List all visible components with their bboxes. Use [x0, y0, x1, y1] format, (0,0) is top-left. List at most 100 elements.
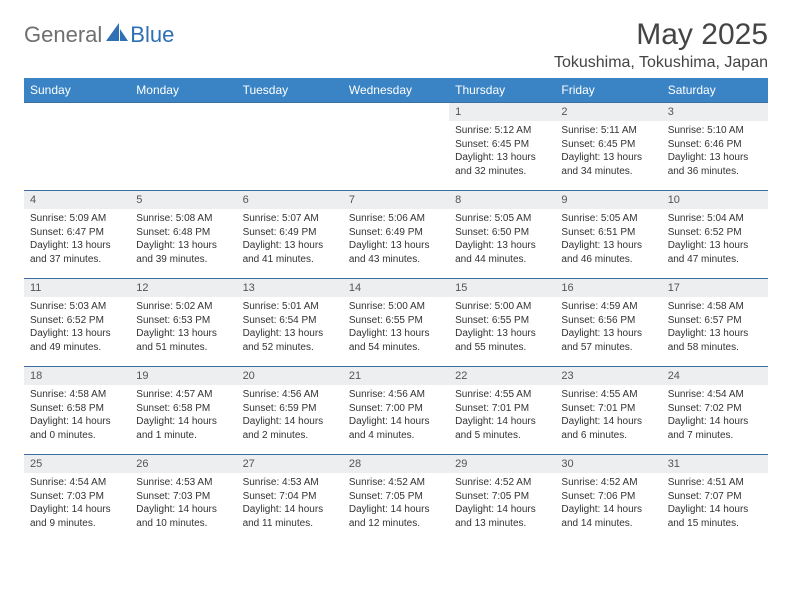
- daylight-text: Daylight: 13 hours: [668, 239, 762, 253]
- logo-text-general: General: [24, 22, 102, 48]
- day-detail: Sunrise: 5:02 AMSunset: 6:53 PMDaylight:…: [130, 297, 236, 360]
- sunset-text: Sunset: 6:56 PM: [561, 314, 655, 328]
- sunset-text: Sunset: 6:55 PM: [455, 314, 549, 328]
- sunset-text: Sunset: 6:49 PM: [243, 226, 337, 240]
- sunrise-text: Sunrise: 5:05 AM: [561, 212, 655, 226]
- logo-sail-icon: [106, 23, 128, 48]
- daylight-text-2: and 58 minutes.: [668, 341, 762, 355]
- day-number: 10: [662, 191, 768, 209]
- sunset-text: Sunset: 7:01 PM: [561, 402, 655, 416]
- calendar-cell: 23Sunrise: 4:55 AMSunset: 7:01 PMDayligh…: [555, 367, 661, 455]
- sunrise-text: Sunrise: 4:56 AM: [349, 388, 443, 402]
- daylight-text: Daylight: 14 hours: [349, 503, 443, 517]
- calendar-cell: 24Sunrise: 4:54 AMSunset: 7:02 PMDayligh…: [662, 367, 768, 455]
- day-number: 26: [130, 455, 236, 473]
- daylight-text-2: and 57 minutes.: [561, 341, 655, 355]
- sunrise-text: Sunrise: 4:59 AM: [561, 300, 655, 314]
- sunset-text: Sunset: 7:05 PM: [455, 490, 549, 504]
- day-number: 16: [555, 279, 661, 297]
- day-detail: Sunrise: 4:56 AMSunset: 6:59 PMDaylight:…: [237, 385, 343, 448]
- daylight-text: Daylight: 14 hours: [136, 503, 230, 517]
- calendar-cell: 26Sunrise: 4:53 AMSunset: 7:03 PMDayligh…: [130, 455, 236, 543]
- daylight-text-2: and 39 minutes.: [136, 253, 230, 267]
- sunrise-text: Sunrise: 5:03 AM: [30, 300, 124, 314]
- daylight-text-2: and 32 minutes.: [455, 165, 549, 179]
- calendar-cell: 2Sunrise: 5:11 AMSunset: 6:45 PMDaylight…: [555, 103, 661, 191]
- calendar-table: Sunday Monday Tuesday Wednesday Thursday…: [24, 78, 768, 543]
- sunset-text: Sunset: 6:54 PM: [243, 314, 337, 328]
- daylight-text: Daylight: 14 hours: [455, 503, 549, 517]
- sunrise-text: Sunrise: 4:58 AM: [30, 388, 124, 402]
- sunset-text: Sunset: 7:01 PM: [455, 402, 549, 416]
- daylight-text-2: and 7 minutes.: [668, 429, 762, 443]
- sunset-text: Sunset: 7:03 PM: [136, 490, 230, 504]
- day-detail: Sunrise: 5:00 AMSunset: 6:55 PMDaylight:…: [449, 297, 555, 360]
- calendar-row: 11Sunrise: 5:03 AMSunset: 6:52 PMDayligh…: [24, 279, 768, 367]
- sunset-text: Sunset: 7:02 PM: [668, 402, 762, 416]
- day-detail: Sunrise: 5:05 AMSunset: 6:50 PMDaylight:…: [449, 209, 555, 272]
- calendar-cell: 8Sunrise: 5:05 AMSunset: 6:50 PMDaylight…: [449, 191, 555, 279]
- sunset-text: Sunset: 6:58 PM: [30, 402, 124, 416]
- daylight-text-2: and 2 minutes.: [243, 429, 337, 443]
- calendar-cell: 31Sunrise: 4:51 AMSunset: 7:07 PMDayligh…: [662, 455, 768, 543]
- daylight-text-2: and 51 minutes.: [136, 341, 230, 355]
- day-detail: Sunrise: 4:57 AMSunset: 6:58 PMDaylight:…: [130, 385, 236, 448]
- day-detail: Sunrise: 4:52 AMSunset: 7:05 PMDaylight:…: [449, 473, 555, 536]
- day-detail: Sunrise: 5:01 AMSunset: 6:54 PMDaylight:…: [237, 297, 343, 360]
- calendar-row: 18Sunrise: 4:58 AMSunset: 6:58 PMDayligh…: [24, 367, 768, 455]
- day-number: 31: [662, 455, 768, 473]
- sunset-text: Sunset: 6:45 PM: [561, 138, 655, 152]
- day-detail: Sunrise: 4:58 AMSunset: 6:57 PMDaylight:…: [662, 297, 768, 360]
- sunset-text: Sunset: 6:55 PM: [349, 314, 443, 328]
- day-detail: Sunrise: 4:55 AMSunset: 7:01 PMDaylight:…: [449, 385, 555, 448]
- daylight-text-2: and 15 minutes.: [668, 517, 762, 531]
- sunset-text: Sunset: 6:49 PM: [349, 226, 443, 240]
- daylight-text-2: and 46 minutes.: [561, 253, 655, 267]
- daylight-text-2: and 43 minutes.: [349, 253, 443, 267]
- daylight-text: Daylight: 13 hours: [136, 327, 230, 341]
- sunrise-text: Sunrise: 5:06 AM: [349, 212, 443, 226]
- sunrise-text: Sunrise: 5:12 AM: [455, 124, 549, 138]
- daylight-text: Daylight: 13 hours: [136, 239, 230, 253]
- daylight-text: Daylight: 13 hours: [243, 239, 337, 253]
- title-block: May 2025 Tokushima, Tokushima, Japan: [554, 18, 768, 72]
- daylight-text: Daylight: 13 hours: [455, 327, 549, 341]
- day-detail: Sunrise: 4:59 AMSunset: 6:56 PMDaylight:…: [555, 297, 661, 360]
- calendar-cell: 22Sunrise: 4:55 AMSunset: 7:01 PMDayligh…: [449, 367, 555, 455]
- daylight-text: Daylight: 13 hours: [561, 151, 655, 165]
- sunrise-text: Sunrise: 5:10 AM: [668, 124, 762, 138]
- calendar-cell: 28Sunrise: 4:52 AMSunset: 7:05 PMDayligh…: [343, 455, 449, 543]
- sunset-text: Sunset: 7:00 PM: [349, 402, 443, 416]
- day-header: Monday: [130, 78, 236, 103]
- day-detail: Sunrise: 4:53 AMSunset: 7:03 PMDaylight:…: [130, 473, 236, 536]
- daylight-text: Daylight: 14 hours: [668, 415, 762, 429]
- daylight-text-2: and 5 minutes.: [455, 429, 549, 443]
- day-detail: Sunrise: 5:05 AMSunset: 6:51 PMDaylight:…: [555, 209, 661, 272]
- sunset-text: Sunset: 6:58 PM: [136, 402, 230, 416]
- day-number: 14: [343, 279, 449, 297]
- daylight-text: Daylight: 13 hours: [30, 327, 124, 341]
- calendar-cell: 25Sunrise: 4:54 AMSunset: 7:03 PMDayligh…: [24, 455, 130, 543]
- daylight-text-2: and 55 minutes.: [455, 341, 549, 355]
- day-number: 27: [237, 455, 343, 473]
- daylight-text-2: and 37 minutes.: [30, 253, 124, 267]
- sunset-text: Sunset: 6:46 PM: [668, 138, 762, 152]
- day-detail: Sunrise: 5:06 AMSunset: 6:49 PMDaylight:…: [343, 209, 449, 272]
- day-header: Sunday: [24, 78, 130, 103]
- sunrise-text: Sunrise: 5:04 AM: [668, 212, 762, 226]
- calendar-cell: 29Sunrise: 4:52 AMSunset: 7:05 PMDayligh…: [449, 455, 555, 543]
- day-header: Friday: [555, 78, 661, 103]
- day-number: 18: [24, 367, 130, 385]
- day-number: 24: [662, 367, 768, 385]
- sunrise-text: Sunrise: 5:09 AM: [30, 212, 124, 226]
- sunset-text: Sunset: 6:52 PM: [30, 314, 124, 328]
- day-number: 7: [343, 191, 449, 209]
- day-number: 13: [237, 279, 343, 297]
- day-detail: Sunrise: 4:54 AMSunset: 7:02 PMDaylight:…: [662, 385, 768, 448]
- daylight-text-2: and 36 minutes.: [668, 165, 762, 179]
- daylight-text-2: and 0 minutes.: [30, 429, 124, 443]
- day-detail: Sunrise: 4:58 AMSunset: 6:58 PMDaylight:…: [24, 385, 130, 448]
- day-detail: Sunrise: 5:09 AMSunset: 6:47 PMDaylight:…: [24, 209, 130, 272]
- sunrise-text: Sunrise: 4:52 AM: [455, 476, 549, 490]
- sunset-text: Sunset: 7:03 PM: [30, 490, 124, 504]
